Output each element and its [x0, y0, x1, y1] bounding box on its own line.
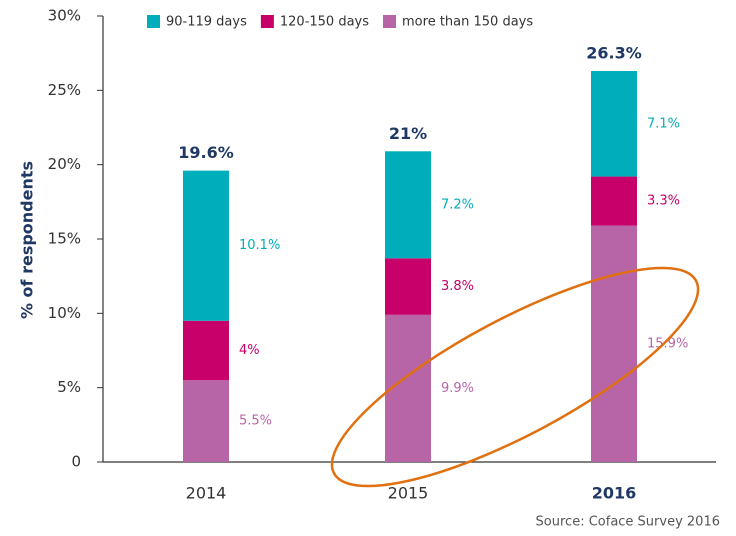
y-tick-label: 30%	[48, 7, 81, 25]
total-label: 26.3%	[586, 44, 642, 63]
bar-segment	[183, 170, 229, 321]
y-tick-label: 0	[71, 453, 81, 471]
bar-segment	[385, 258, 431, 315]
legend-label: 90-119 days	[166, 15, 247, 30]
bar-segment	[591, 176, 637, 226]
annotation-ellipse	[330, 266, 700, 488]
y-tick-label: 15%	[48, 230, 81, 248]
value-label: 10.1%	[239, 238, 280, 253]
bar-segment	[591, 225, 637, 462]
legend-swatch	[383, 15, 397, 28]
value-label: 15.9%	[647, 336, 688, 351]
value-label: 9.9%	[441, 381, 474, 396]
value-label: 7.1%	[647, 116, 680, 131]
y-tick-label: 5%	[57, 378, 81, 396]
y-tick-label: 10%	[48, 304, 81, 322]
value-label: 3.8%	[441, 279, 474, 294]
legend-swatch	[260, 15, 274, 28]
total-label: 19.6%	[178, 143, 234, 162]
x-tick-label: 2014	[186, 484, 227, 503]
value-label: 4%	[239, 343, 260, 358]
value-label: 3.3%	[647, 194, 680, 209]
y-tick-label: 25%	[48, 81, 81, 99]
source: Source: Coface Survey 2016	[536, 515, 720, 530]
x-tick-label: 2016	[592, 484, 637, 503]
bar-segment	[385, 151, 431, 259]
legend-label: more than 150 days	[402, 15, 533, 30]
bar-segment	[183, 380, 229, 462]
x-tick-label: 2015	[388, 484, 429, 503]
legend-label: 120-150 days	[280, 15, 369, 30]
y-axis-title: % of respondents	[18, 161, 37, 319]
bar-segment	[183, 320, 229, 381]
y-tick-label: 20%	[48, 155, 81, 173]
value-label: 7.2%	[441, 197, 474, 212]
value-label: 5.5%	[239, 414, 272, 429]
total-label: 21%	[389, 124, 427, 143]
bar-segment	[591, 71, 637, 177]
legend-swatch	[147, 15, 160, 28]
